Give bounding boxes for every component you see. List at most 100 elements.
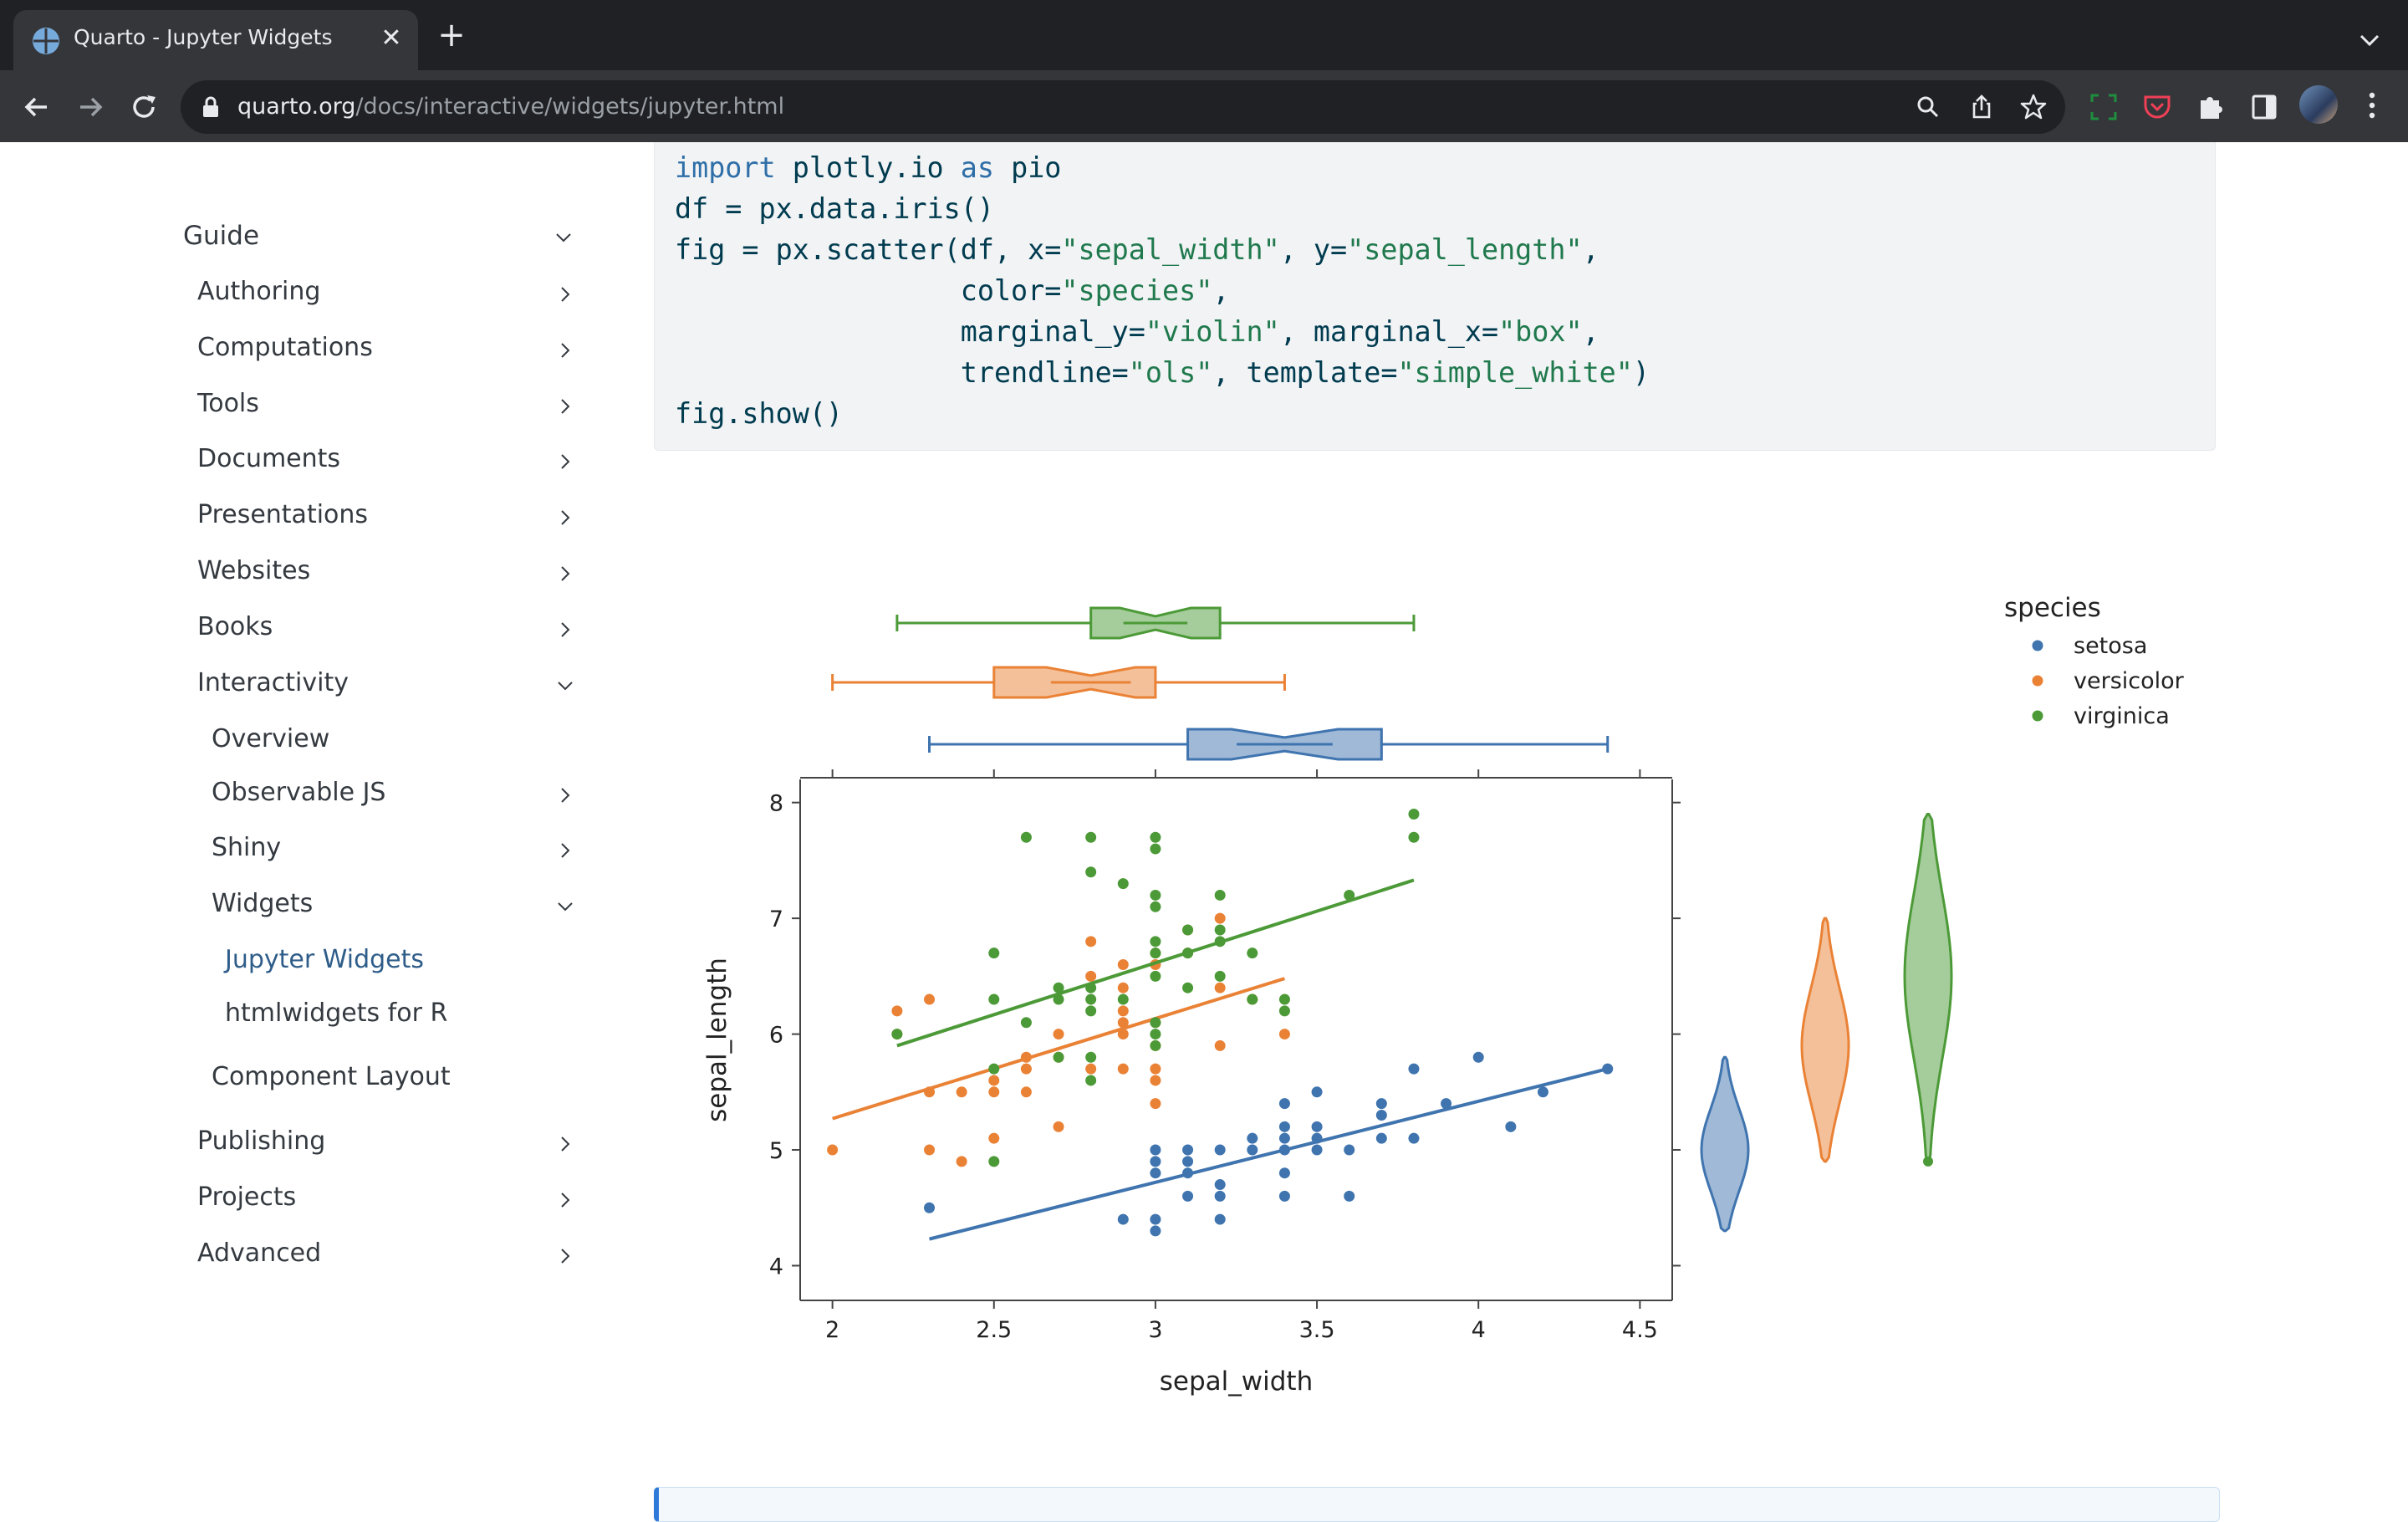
- x-tick-label: 2.5: [976, 1317, 1012, 1343]
- data-point: [1182, 924, 1194, 936]
- url-text[interactable]: quarto.org/docs/interactive/widgets/jupy…: [237, 94, 785, 120]
- chevron-down-icon[interactable]: [555, 676, 575, 696]
- data-point: [1150, 936, 1161, 947]
- data-point: [1214, 1039, 1226, 1051]
- sidebar-item-presentations[interactable]: Presentations: [197, 500, 369, 529]
- sidebar-section-guide[interactable]: Guide: [183, 221, 260, 251]
- code-block[interactable]: import plotly.io as pio df = px.data.iri…: [654, 142, 2216, 451]
- screenshot-extension-icon[interactable]: [2085, 89, 2122, 125]
- data-point: [988, 1075, 1000, 1086]
- y-tick-label: 8: [769, 791, 783, 817]
- data-point: [1150, 1098, 1161, 1110]
- chevron-right-icon[interactable]: [555, 452, 575, 472]
- sidebar-item-observable-js[interactable]: Observable JS: [212, 778, 386, 807]
- sidebar-item-websites[interactable]: Websites: [197, 556, 311, 585]
- data-point: [1020, 831, 1032, 843]
- tab-close-icon[interactable]: ✕: [380, 23, 402, 53]
- browser-menu-icon[interactable]: [2360, 87, 2385, 124]
- data-point: [1278, 1005, 1290, 1017]
- sidebar-item-advanced[interactable]: Advanced: [197, 1239, 322, 1268]
- sidebar-item-component-layout[interactable]: Component Layout: [212, 1062, 451, 1091]
- data-point: [827, 1144, 839, 1156]
- data-point: [1247, 993, 1258, 1005]
- sidebar-item-computations[interactable]: Computations: [197, 333, 373, 362]
- tab-strip: Quarto - Jupyter Widgets ✕ +: [0, 0, 2408, 70]
- sidebar-item-jupyter-widgets[interactable]: Jupyter Widgets: [225, 945, 425, 974]
- profile-avatar[interactable]: [2299, 85, 2338, 124]
- legend-item: virginica: [2074, 703, 2170, 729]
- back-icon[interactable]: [18, 89, 55, 125]
- browser-tab[interactable]: Quarto - Jupyter Widgets ✕: [13, 10, 418, 70]
- data-point: [1150, 843, 1161, 855]
- x-tick-label: 4: [1472, 1317, 1486, 1343]
- bookmark-star-icon[interactable]: [2018, 92, 2048, 122]
- sidebar-item-tools[interactable]: Tools: [197, 389, 259, 418]
- new-tab-icon[interactable]: +: [437, 16, 466, 54]
- data-point: [1117, 993, 1129, 1005]
- data-point: [1053, 993, 1064, 1005]
- y-tick-label: 5: [769, 1138, 783, 1164]
- data-point: [1020, 1017, 1032, 1029]
- chevron-down-icon[interactable]: [555, 896, 575, 917]
- sidebar-item-htmlwidgets-for-r[interactable]: htmlwidgets for R: [225, 998, 448, 1028]
- data-point: [1182, 1190, 1194, 1202]
- sidebar-item-shiny[interactable]: Shiny: [212, 833, 282, 862]
- legend: species setosa versicolor virginica: [2004, 593, 2185, 729]
- chevron-right-icon[interactable]: [555, 340, 575, 360]
- plotly-chart[interactable]: 2 2.5 3 3.5 4 4.5 4 5 6 7 8 sepal_width sepal_length…: [652, 577, 2207, 1405]
- data-point: [1020, 1086, 1032, 1098]
- data-point: [1117, 982, 1129, 993]
- sidebar-item-overview[interactable]: Overview: [212, 724, 330, 753]
- data-point: [1117, 1029, 1129, 1040]
- data-point: [1214, 912, 1226, 924]
- data-point: [956, 1156, 967, 1167]
- data-point: [1085, 831, 1097, 843]
- data-point: [1408, 831, 1420, 843]
- chevron-right-icon[interactable]: [555, 284, 575, 304]
- chevron-right-icon[interactable]: [555, 785, 575, 805]
- data-point: [1408, 1132, 1420, 1144]
- data-point: [988, 1086, 1000, 1098]
- chevron-down-icon[interactable]: [554, 227, 574, 248]
- extensions-puzzle-icon[interactable]: [2192, 89, 2229, 125]
- chevron-right-icon[interactable]: [555, 508, 575, 528]
- sidebar-item-widgets[interactable]: Widgets: [212, 889, 314, 918]
- forward-icon[interactable]: [72, 89, 109, 125]
- share-icon[interactable]: [1967, 92, 1997, 122]
- chevron-right-icon[interactable]: [555, 840, 575, 861]
- chevron-right-icon[interactable]: [555, 1190, 575, 1210]
- sidebar-item-projects[interactable]: Projects: [197, 1182, 297, 1212]
- address-bar[interactable]: quarto.org/docs/interactive/widgets/jupy…: [181, 80, 2065, 134]
- lock-icon[interactable]: [199, 95, 222, 119]
- data-point: [1150, 889, 1161, 901]
- sidebar-item-documents[interactable]: Documents: [197, 444, 341, 473]
- y-axis-title: sepal_length: [702, 958, 732, 1122]
- chevron-right-icon[interactable]: [555, 396, 575, 416]
- violin-outlier-point: [1923, 1156, 1933, 1167]
- reload-icon[interactable]: [125, 89, 162, 125]
- chevron-right-icon[interactable]: [555, 1246, 575, 1266]
- search-icon[interactable]: [1913, 92, 1943, 122]
- data-point: [1408, 1063, 1420, 1075]
- sidebar-item-publishing[interactable]: Publishing: [197, 1126, 326, 1156]
- data-point: [1117, 1063, 1129, 1075]
- data-point: [1150, 1029, 1161, 1040]
- data-point: [924, 993, 936, 1005]
- side-panel-icon[interactable]: [2246, 89, 2283, 125]
- box-setosa: [928, 728, 1610, 761]
- data-point: [1150, 1063, 1161, 1075]
- sidebar-item-authoring[interactable]: Authoring: [197, 277, 321, 306]
- tab-search-chevron-icon[interactable]: [2353, 23, 2386, 57]
- sidebar-item-interactivity[interactable]: Interactivity: [197, 668, 349, 697]
- chevron-right-icon[interactable]: [555, 1134, 575, 1154]
- x-axis-title: sepal_width: [1160, 1366, 1313, 1397]
- data-point: [1117, 959, 1129, 971]
- chevron-right-icon[interactable]: [555, 620, 575, 640]
- sidebar-item-books[interactable]: Books: [197, 612, 273, 641]
- chevron-right-icon[interactable]: [555, 564, 575, 584]
- pocket-icon[interactable]: [2139, 89, 2176, 125]
- x-tick-label: 2: [825, 1317, 839, 1343]
- x-tick-label: 3.5: [1299, 1317, 1335, 1343]
- trendline-virginica: [896, 878, 1415, 1048]
- legend-marker: [2032, 675, 2043, 687]
